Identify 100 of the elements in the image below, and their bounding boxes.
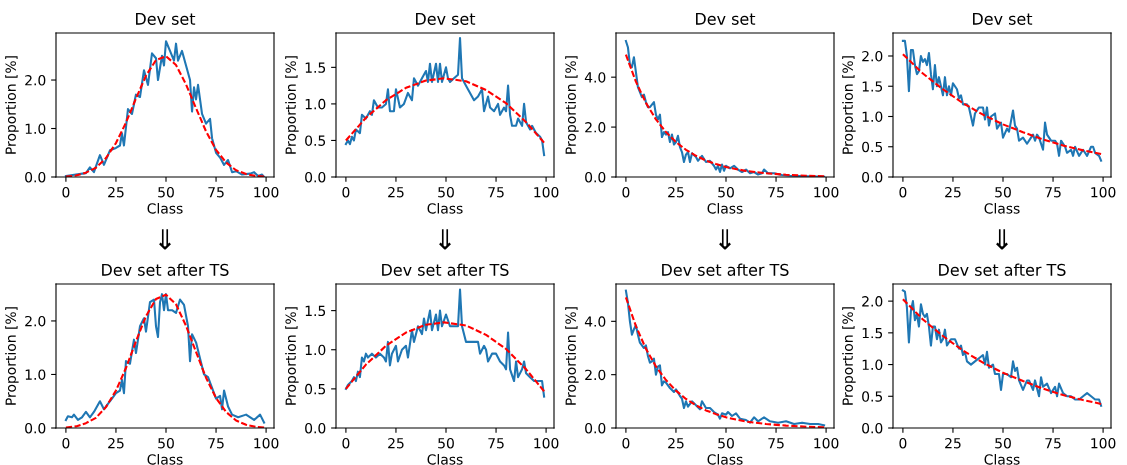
x-tick-label: 50 <box>438 437 454 449</box>
x-axis-title: Class <box>147 202 183 214</box>
y-tick-label: 0.5 <box>862 141 883 153</box>
y-tick-label: 2.0 <box>862 296 883 307</box>
x-tick-label: 100 <box>254 437 279 449</box>
y-axis-title: Proportion [%] <box>565 56 579 154</box>
x-tick-label: 0 <box>899 437 907 449</box>
x-axis-title: Class <box>427 202 463 214</box>
y-tick-label: 1.0 <box>305 98 326 110</box>
y-tick-label: 0.0 <box>862 422 883 434</box>
y-axis-title: Proportion [%] <box>565 307 579 405</box>
x-tick-label: 50 <box>995 437 1011 449</box>
x-tick-label: 75 <box>208 438 224 449</box>
y-tick-label: 1.5 <box>862 81 883 92</box>
y-tick-label: 0.0 <box>25 171 46 183</box>
line-series <box>901 39 1103 162</box>
x-axis-title: Class <box>984 453 1020 465</box>
y-axis-title: Proportion [%] <box>285 56 299 154</box>
x-tick-label: 0 <box>899 186 907 198</box>
y-tick-label: 4.0 <box>584 72 606 83</box>
chart-title: Dev set <box>136 13 196 25</box>
x-tick-label: 0 <box>62 186 70 198</box>
x-axis-title: Class <box>984 202 1020 214</box>
text: ⇓ <box>719 229 731 250</box>
y-tick-label: 2.0 <box>585 122 606 133</box>
x-tick-label: 0 <box>62 437 70 449</box>
x-tick-label: 50 <box>158 186 174 198</box>
chart-title: Dev set <box>696 13 756 25</box>
line-series <box>901 53 1103 156</box>
y-tick-label: 0.5 <box>862 391 883 402</box>
x-tick-label: 25 <box>945 186 961 198</box>
x-tick-label: 100 <box>1091 437 1116 449</box>
y-tick-label: 1.0 <box>862 111 883 122</box>
y-tick-label: 0.5 <box>305 383 326 395</box>
text: ⇓ <box>159 229 171 250</box>
x-tick-label: 25 <box>388 186 404 198</box>
x-tick-label: 75 <box>768 438 784 449</box>
chart-title: Dev set <box>973 13 1033 25</box>
x-tick-label: 75 <box>1045 438 1061 449</box>
y-tick-label: 2.0 <box>25 75 46 86</box>
x-tick-label: 0 <box>622 186 630 198</box>
x-tick-label: 25 <box>388 437 404 449</box>
x-tick-label: 100 <box>534 186 559 198</box>
y-tick-label: 1.0 <box>862 359 883 371</box>
x-tick-label: 100 <box>1091 186 1116 198</box>
y-axis-title: Proportion [%] <box>5 56 19 154</box>
x-tick-label: 0 <box>342 186 350 198</box>
x-tick-label: 50 <box>718 186 734 198</box>
x-axis-title: Class <box>427 453 463 465</box>
x-tick-label: 75 <box>768 187 784 198</box>
y-axis-title: Proportion [%] <box>285 307 299 405</box>
x-tick-label: 75 <box>1045 187 1061 198</box>
y-tick-label: 0.0 <box>585 422 606 434</box>
line-series <box>344 288 546 398</box>
line-series <box>344 37 546 157</box>
chart-title: Dev set after TS <box>939 263 1066 276</box>
x-tick-label: 25 <box>668 437 684 449</box>
x-tick-label: 100 <box>814 437 839 449</box>
y-tick-label: 2.0 <box>25 315 46 327</box>
y-tick-label: 1.0 <box>25 123 46 134</box>
x-tick-label: 0 <box>622 437 630 449</box>
y-tick-label: 1.5 <box>305 305 326 317</box>
y-tick-label: 2.0 <box>862 50 883 62</box>
x-tick-label: 75 <box>488 438 504 449</box>
x-tick-label: 50 <box>718 437 734 449</box>
x-tick-label: 75 <box>208 187 224 198</box>
chart-title: Dev set after TS <box>382 263 509 276</box>
y-tick-label: 1.5 <box>305 62 326 73</box>
x-tick-label: 25 <box>668 186 684 198</box>
text: ⇓ <box>996 229 1008 250</box>
y-tick-label: 2.0 <box>585 369 606 381</box>
y-tick-label: 1.5 <box>862 328 883 339</box>
x-tick-label: 100 <box>254 186 279 198</box>
y-tick-label: 0.0 <box>305 422 326 434</box>
text: ⇓ <box>439 229 451 250</box>
y-tick-label: 4.0 <box>584 316 606 327</box>
line-series <box>344 321 546 393</box>
y-tick-label: 0.0 <box>305 171 326 183</box>
x-tick-label: 50 <box>438 186 454 198</box>
x-axis-title: Class <box>707 202 743 214</box>
y-tick-label: 0.0 <box>585 171 606 183</box>
y-tick-label: 0.0 <box>25 422 46 434</box>
x-tick-label: 50 <box>158 437 174 449</box>
x-tick-label: 75 <box>488 187 504 198</box>
x-tick-label: 100 <box>534 437 559 449</box>
chart-title: Dev set after TS <box>102 263 229 276</box>
x-axis-title: Class <box>147 453 183 465</box>
chart-title: Dev set after TS <box>662 263 789 276</box>
x-tick-label: 25 <box>945 437 961 449</box>
y-tick-label: 0.5 <box>305 135 326 146</box>
x-tick-label: 0 <box>342 437 350 449</box>
x-tick-label: 100 <box>814 186 839 198</box>
x-axis-title: Class <box>707 453 743 465</box>
y-axis-title: Proportion [%] <box>5 307 19 405</box>
y-axis-title: Proportion [%] <box>842 56 856 154</box>
y-tick-label: 1.0 <box>25 369 46 380</box>
y-tick-label: 0.0 <box>862 171 883 183</box>
y-tick-label: 1.0 <box>305 344 326 356</box>
x-tick-label: 25 <box>108 186 124 198</box>
x-tick-label: 25 <box>108 437 124 449</box>
